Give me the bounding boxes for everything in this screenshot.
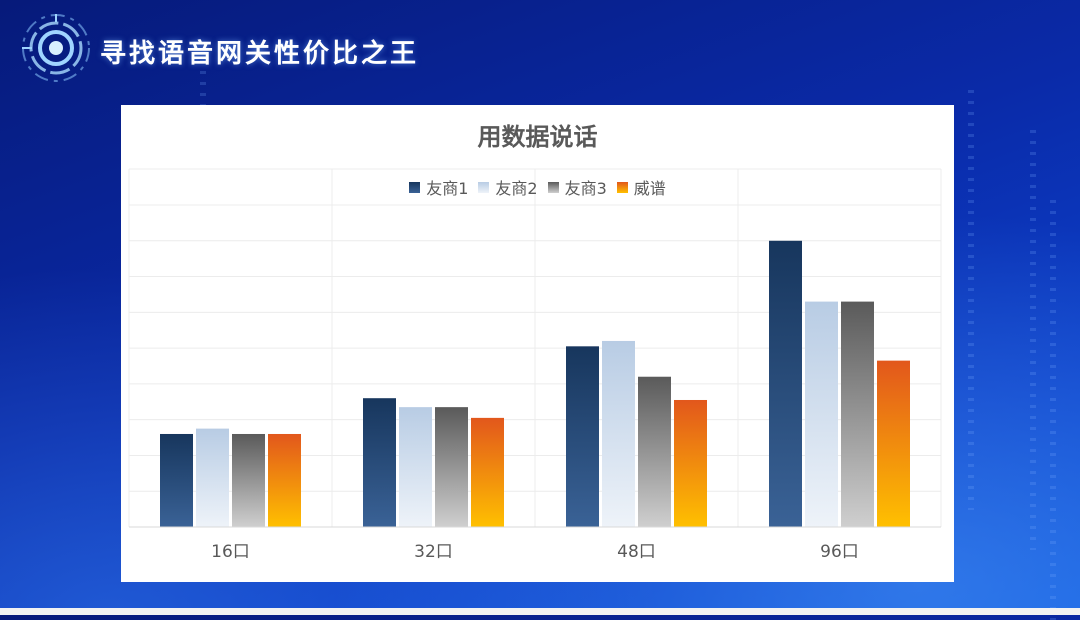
bar-威谱-48口 — [674, 399, 707, 527]
legend-item: 威谱 — [616, 175, 666, 199]
legend-item: 友商3 — [547, 175, 607, 199]
background-decoration — [1050, 200, 1056, 620]
legend-item: 友商1 — [409, 175, 468, 199]
legend-swatch — [547, 181, 559, 193]
slide-title: 寻找语音网关性价比之王 — [100, 39, 420, 69]
chart-legend: 友商1 友商2 友商3 威谱 — [121, 175, 954, 199]
bar-友商1-48口 — [566, 346, 599, 527]
bar-友商2-32口 — [399, 407, 432, 527]
bar-友商2-48口 — [602, 340, 635, 527]
bar-威谱-16口 — [268, 433, 301, 527]
legend-swatch — [616, 181, 628, 193]
tech-circle-logo — [22, 14, 90, 82]
bar-友商1-32口 — [363, 398, 396, 527]
bar-友商3-48口 — [638, 376, 671, 527]
bar-友商2-16口 — [196, 428, 229, 527]
chart-title: 用数据说话 — [477, 123, 598, 151]
x-tick-label: 96口 — [820, 542, 859, 562]
bar-友商3-96口 — [841, 301, 874, 527]
bar-chart: 16口 32口 48口 96口 — [128, 168, 942, 562]
bar-威谱-96口 — [877, 360, 910, 527]
legend-swatch — [409, 181, 421, 193]
x-tick-label: 16口 — [211, 542, 250, 562]
bar-友商1-96口 — [769, 240, 802, 527]
bar-友商1-16口 — [160, 433, 193, 527]
legend-label: 友商3 — [564, 179, 607, 198]
legend-swatch — [478, 181, 490, 193]
x-tick-label: 32口 — [414, 542, 453, 562]
bar-威谱-32口 — [471, 417, 504, 527]
bar-友商2-96口 — [805, 301, 838, 527]
bar-友商3-32口 — [435, 407, 468, 527]
legend-label: 友商1 — [426, 179, 469, 198]
legend-label: 威谱 — [633, 179, 666, 198]
x-tick-label: 48口 — [617, 542, 656, 562]
background-decoration — [1030, 130, 1036, 550]
chart-card: 16口 32口 48口 96口 用数据说话 友商1 友商2 友商3 威谱 — [121, 105, 954, 582]
bottom-bar — [0, 608, 1080, 615]
legend-item: 友商2 — [478, 175, 538, 199]
background-decoration — [968, 90, 974, 510]
bar-友商3-16口 — [232, 433, 265, 527]
legend-label: 友商2 — [495, 179, 538, 198]
